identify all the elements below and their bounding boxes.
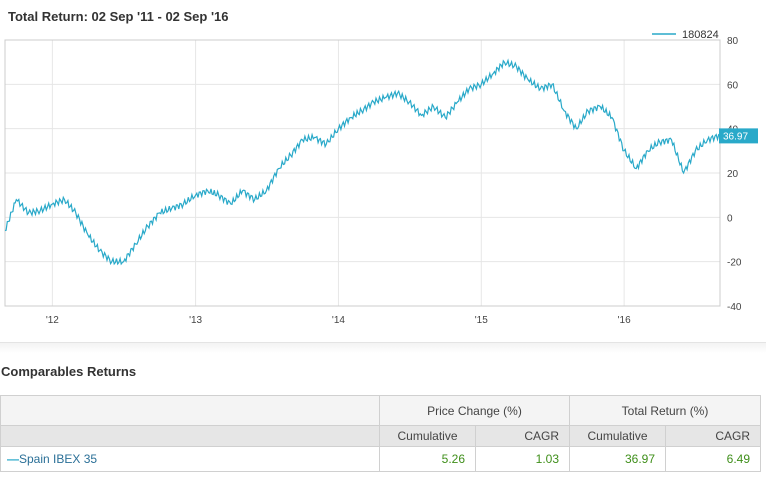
series-name-cell[interactable]: —Spain IBEX 35: [0, 446, 380, 472]
series-dash-icon: —: [7, 452, 19, 466]
plot-frame: [4, 39, 721, 307]
series-name-link[interactable]: Spain IBEX 35: [19, 452, 98, 466]
table-group-header: Price Change (%) Total Return (%): [0, 395, 762, 426]
chart-title: Total Return: 02 Sep '11 - 02 Sep '16: [8, 9, 229, 24]
total-return-chart: 180824 806040200-20-40 '12'13'14'15'16 3…: [4, 29, 758, 326]
legend-label: 180824: [682, 29, 719, 41]
comparables-title: Comparables Returns: [1, 364, 137, 379]
y-tick-label: 20: [727, 169, 739, 180]
return-cagr-value: 6.49: [664, 446, 762, 472]
price-change-header: Price Change (%): [379, 395, 570, 426]
series-line-180824: [4, 58, 721, 266]
return-cumulative-header: Cumulative: [569, 425, 666, 447]
x-axis-ticks: '12 '13 '14 '15 '16: [46, 315, 631, 326]
x-tick-label: '14: [332, 315, 345, 326]
price-cumulative-header: Cumulative: [379, 425, 476, 447]
section-separator: [0, 342, 766, 353]
x-tick-label: '12: [46, 315, 59, 326]
chart-gridlines: [5, 39, 720, 307]
sub-header-blank: [0, 425, 380, 447]
comparables-table: Price Change (%) Total Return (%) Cumula…: [0, 395, 762, 472]
y-tick-label: -20: [727, 258, 742, 269]
last-value-text: 36.97: [723, 131, 748, 142]
x-tick-label: '15: [475, 315, 488, 326]
y-tick-label: -40: [727, 302, 742, 313]
last-value-flag: 36.97: [719, 128, 758, 144]
return-cumulative-value: 36.97: [569, 446, 666, 472]
table-sub-header: Cumulative CAGR Cumulative CAGR: [0, 425, 762, 447]
price-cagr-header: CAGR: [475, 425, 570, 447]
x-tick-label: '16: [618, 315, 631, 326]
y-tick-label: 0: [727, 213, 733, 224]
last-value-badge: [719, 128, 758, 144]
price-cagr-value: 1.03: [475, 446, 570, 472]
y-axis-ticks: 806040200-20-40: [727, 36, 742, 313]
y-tick-label: 80: [727, 36, 739, 47]
return-cagr-header: CAGR: [664, 425, 762, 447]
price-cumulative-value: 5.26: [379, 446, 476, 472]
chart-legend[interactable]: 180824: [652, 29, 719, 41]
x-tick-label: '13: [189, 315, 202, 326]
total-return-header: Total Return (%): [568, 395, 762, 426]
y-tick-label: 60: [727, 80, 739, 91]
header-blank: [0, 395, 380, 426]
table-row: —Spain IBEX 35 5.26 1.03 36.97 6.49: [0, 446, 762, 472]
